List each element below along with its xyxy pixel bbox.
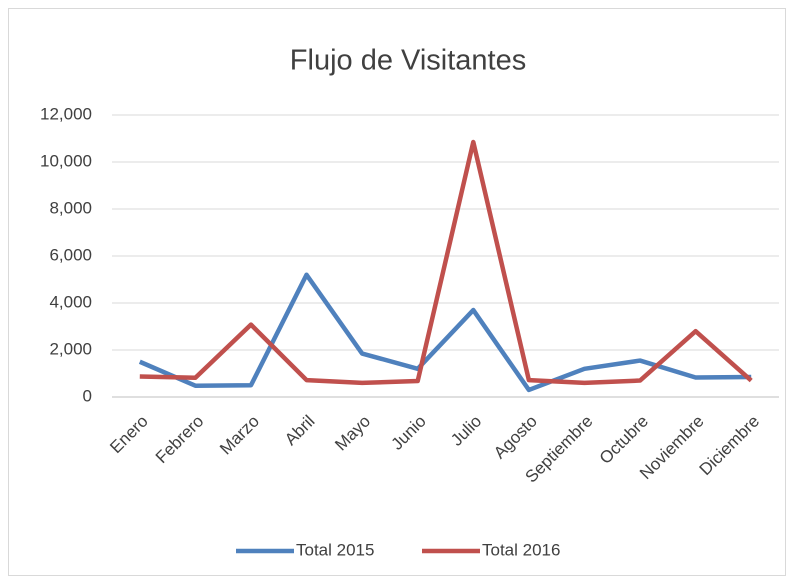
y-tick-label: 0	[83, 386, 92, 405]
y-tick-label: 2,000	[49, 339, 92, 358]
chart-border	[8, 8, 786, 576]
series-line	[139, 139, 753, 386]
y-tick-label: 12,000	[40, 104, 92, 123]
y-tick-label: 8,000	[49, 198, 92, 217]
legend-label: Total 2016	[482, 540, 560, 559]
legend-label: Total 2015	[296, 540, 374, 559]
y-tick-label: 6,000	[49, 245, 92, 264]
y-tick-label: 10,000	[40, 151, 92, 170]
y-tick-label: 4,000	[49, 292, 92, 311]
series-line	[138, 272, 752, 393]
chart-title: Flujo de Visitantes	[290, 45, 526, 77]
